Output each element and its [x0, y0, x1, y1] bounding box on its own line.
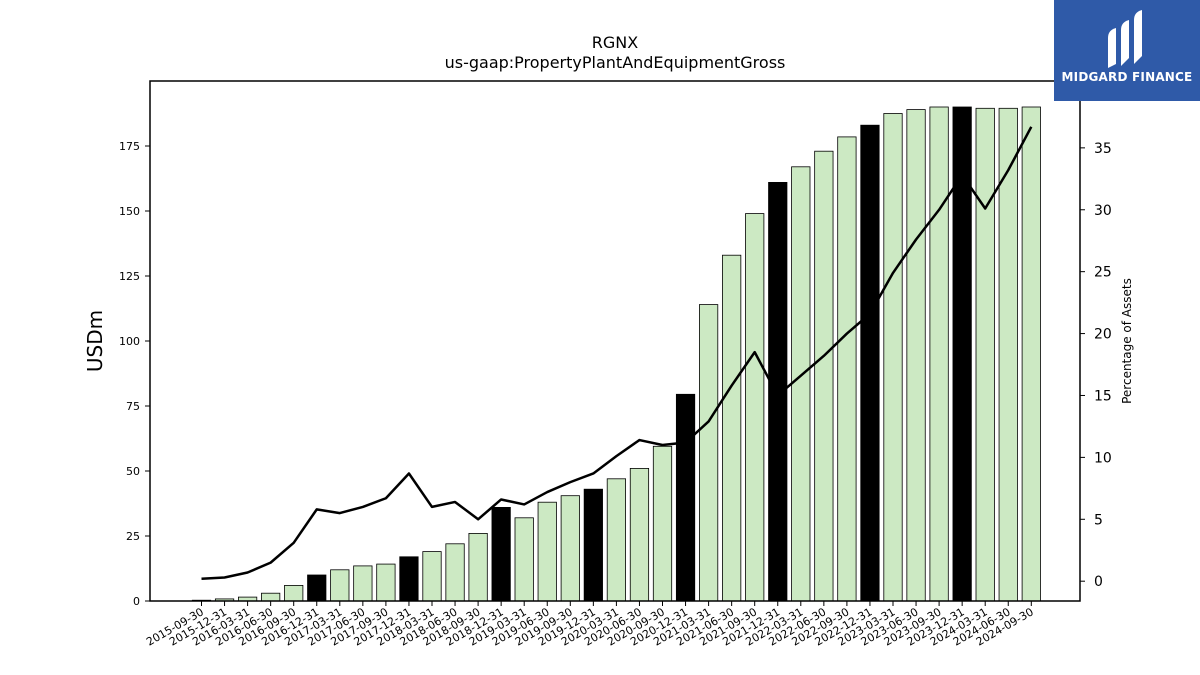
- bar-2023-09-30: [929, 106, 949, 602]
- y-tick-label: 150: [119, 205, 140, 218]
- y-axis-label: USDm: [83, 310, 107, 372]
- bar-2020-09-30: [652, 445, 673, 602]
- bar-2020-12-31: [675, 393, 696, 602]
- bar-2020-03-31: [606, 478, 627, 602]
- line-layer: [201, 126, 1033, 580]
- bar-2016-12-31: [307, 574, 327, 602]
- y2-tick-label: 20: [1094, 327, 1112, 343]
- bar-2018-06-30: [445, 543, 465, 602]
- bar-2024-09-30: [1021, 106, 1041, 602]
- line-percentage-of-assets: [201, 126, 1033, 580]
- bar-2016-06-30: [261, 592, 281, 602]
- bar-2018-12-31: [491, 506, 511, 602]
- bar-2017-03-31: [330, 569, 350, 602]
- y-tick-label: 100: [119, 335, 140, 348]
- y2-tick-label: 25: [1094, 265, 1112, 281]
- bar-2021-06-30: [722, 254, 742, 602]
- bar-2022-03-31: [791, 166, 811, 602]
- bar-2017-06-30: [353, 565, 373, 602]
- bar-2021-09-30: [745, 213, 765, 602]
- bar-2018-03-31: [422, 551, 442, 602]
- bar-2019-06-30: [537, 501, 557, 602]
- y2-tick-label: 30: [1094, 203, 1112, 219]
- brand-logo: MIDGARD FINANCE: [1054, 0, 1200, 101]
- y-axis-left: 0 25 50 75 100 125 150 175: [119, 140, 150, 608]
- bar-2023-12-31: [952, 106, 972, 602]
- bar-2017-09-30: [376, 563, 396, 602]
- bar-2023-06-30: [906, 109, 926, 602]
- y2-tick-label: 10: [1094, 450, 1112, 466]
- bar-2021-12-31: [768, 181, 788, 602]
- bar-2019-09-30: [560, 495, 580, 602]
- y2-tick-label: 0: [1094, 574, 1103, 590]
- y2-tick-label: 5: [1094, 512, 1103, 528]
- bars: [191, 106, 1041, 602]
- y-tick-label: 50: [126, 465, 140, 478]
- bar-2024-03-31: [975, 107, 995, 602]
- y-tick-label: 125: [119, 270, 140, 283]
- x-axis: 2015-09-302015-12-312016-03-312016-06-30…: [144, 601, 1036, 649]
- bar-2022-06-30: [814, 150, 834, 602]
- bar-2023-03-31: [883, 113, 903, 602]
- bar-2017-12-31: [399, 556, 419, 602]
- bar-2021-03-31: [699, 304, 719, 602]
- logo-mark-icon: [1108, 10, 1142, 68]
- y2-tick-label: 15: [1094, 388, 1112, 404]
- bar-2018-09-30: [468, 533, 488, 602]
- bar-2022-12-31: [860, 124, 880, 602]
- bar-2016-09-30: [284, 585, 304, 602]
- bar-2019-12-31: [583, 488, 603, 602]
- y-axis-right: 0 5 10 15 20 25 30 35: [1080, 141, 1112, 590]
- logo-text: MIDGARD FINANCE: [1061, 70, 1193, 84]
- bar-2022-09-30: [837, 136, 857, 602]
- y-tick-label: 175: [119, 140, 140, 153]
- chart-subtitle: us-gaap:PropertyPlantAndEquipmentGross: [445, 53, 786, 72]
- bar-2020-06-30: [629, 467, 650, 602]
- chart-title: RGNX: [592, 33, 638, 52]
- y-tick-label: 0: [133, 595, 140, 608]
- y-tick-label: 25: [126, 530, 140, 543]
- y-tick-label: 75: [126, 400, 140, 413]
- y2-tick-label: 35: [1094, 141, 1112, 157]
- bar-2019-03-31: [514, 517, 534, 602]
- y2-axis-label: Percentage of Assets: [1120, 278, 1134, 404]
